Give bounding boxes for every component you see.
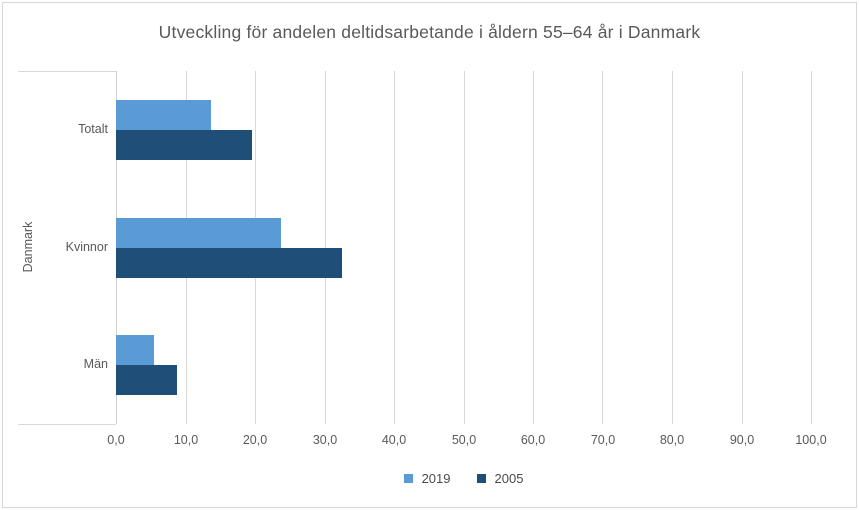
gridline (325, 71, 326, 424)
legend-label-2005: 2005 (494, 471, 524, 486)
x-tick-label: 50,0 (451, 433, 477, 447)
gridline (672, 71, 673, 424)
gridline (464, 71, 465, 424)
x-tick-label: 10,0 (173, 433, 199, 447)
x-tick-label: 40,0 (381, 433, 407, 447)
bar-2005-män (116, 365, 177, 395)
legend-swatch-2005 (476, 474, 486, 483)
legend-label-2019: 2019 (421, 471, 451, 486)
legend-item-2005: 2005 (476, 471, 524, 486)
bar-2019-totalt (116, 100, 211, 130)
category-label-totalt: Totalt (78, 122, 108, 136)
x-tick-label: 0,0 (107, 433, 125, 447)
axis-group-label: Danmark (21, 221, 35, 273)
bar-2019-kvinnor (116, 218, 281, 248)
x-tick-label: 80,0 (659, 433, 685, 447)
x-tick-label: 100,0 (795, 433, 827, 447)
x-tick-label: 70,0 (590, 433, 616, 447)
bar-2019-män (116, 335, 154, 365)
gridline (811, 71, 812, 424)
x-tick-label: 60,0 (520, 433, 546, 447)
category-axis-bottom-line (18, 424, 116, 425)
category-axis-top-line (18, 71, 116, 72)
gridline (394, 71, 395, 424)
legend: 2019 2005 (116, 471, 811, 486)
bar-2005-totalt (116, 130, 252, 160)
gridline (602, 71, 603, 424)
legend-swatch-2019 (403, 474, 413, 483)
plot-area (116, 71, 812, 424)
category-label-män: Män (83, 357, 108, 371)
legend-item-2019: 2019 (403, 471, 451, 486)
x-tick-label: 20,0 (242, 433, 268, 447)
gridline (533, 71, 534, 424)
chart-title: Utveckling för andelen deltidsarbetande … (158, 22, 701, 42)
x-tick-label: 90,0 (729, 433, 755, 447)
category-label-kvinnor: Kvinnor (65, 240, 108, 254)
gridline (742, 71, 743, 424)
x-tick-label: 30,0 (312, 433, 338, 447)
bar-2005-kvinnor (116, 248, 342, 278)
